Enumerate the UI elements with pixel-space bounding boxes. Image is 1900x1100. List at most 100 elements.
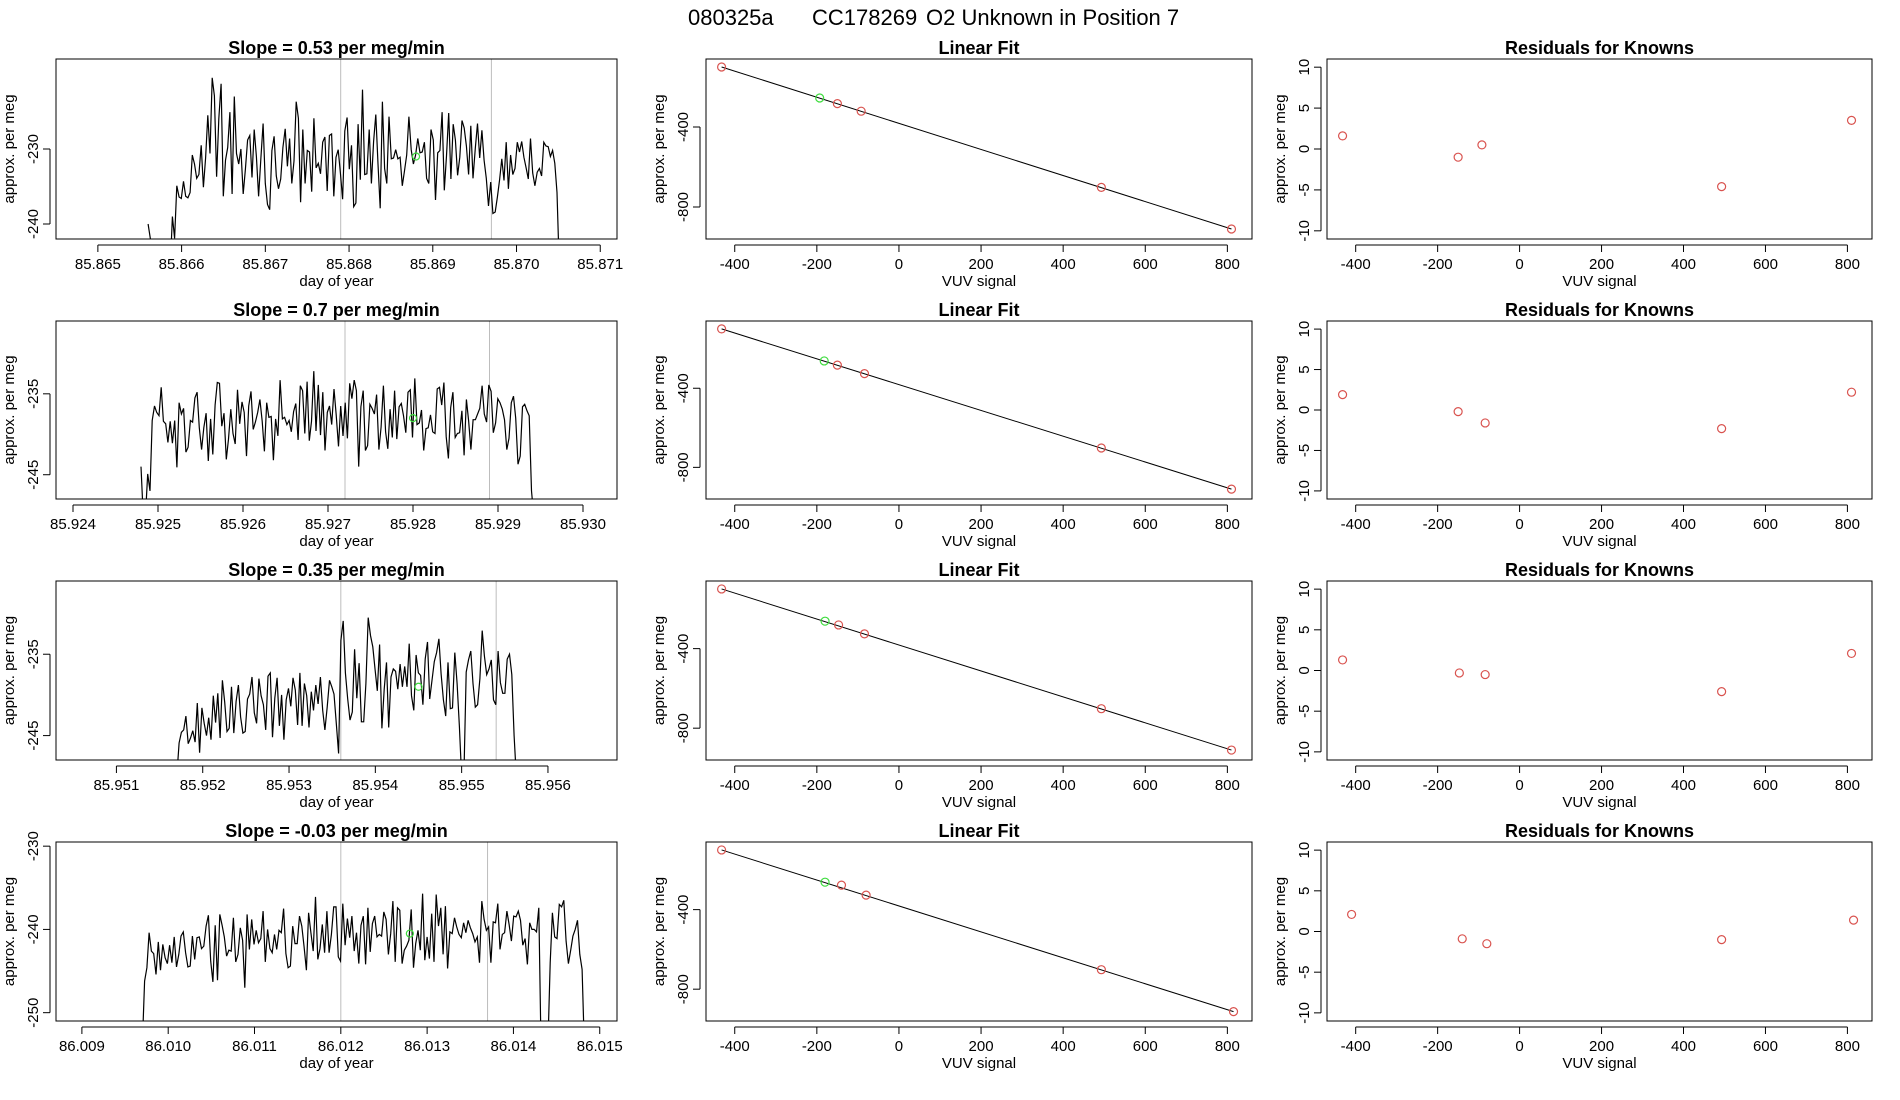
x-tick-label: -200 (1423, 256, 1453, 273)
x-axis-label: day of year (299, 794, 373, 811)
x-tick-label: 400 (1051, 1038, 1076, 1055)
signal-trace (177, 617, 517, 760)
known-point (856, 106, 866, 116)
x-tick-label: 600 (1133, 256, 1158, 273)
y-tick-label: -800 (675, 452, 692, 482)
y-axis-label: approx. per meg (1, 355, 18, 464)
x-tick-label: -400 (1341, 256, 1371, 273)
fit-line (721, 588, 1232, 751)
fit-line (721, 66, 1232, 230)
unknown-point (815, 93, 825, 103)
signal-trace (140, 371, 533, 499)
known-point (861, 890, 871, 900)
residual-point (1717, 424, 1727, 434)
linear-fit-title: Linear Fit (938, 821, 1019, 841)
y-tick-label: -10 (1296, 480, 1313, 502)
x-tick-label: 400 (1671, 516, 1696, 533)
y-tick-label: -245 (25, 721, 42, 751)
plot-frame (705, 580, 1253, 761)
known-point (716, 584, 727, 594)
x-tick-label: -200 (802, 516, 832, 533)
x-axis-label: VUV signal (942, 533, 1016, 550)
known-point (716, 845, 727, 855)
y-tick-label: -400 (675, 373, 692, 403)
x-tick-label: 200 (969, 1038, 994, 1055)
x-tick-label: 600 (1133, 1038, 1158, 1055)
x-tick-label: 600 (1133, 777, 1158, 794)
x-tick-label: -400 (1341, 777, 1371, 794)
known-point (1096, 443, 1106, 453)
y-tick-label: 10 (1296, 842, 1313, 859)
y-tick-label: 0 (1296, 145, 1313, 153)
known-point (1226, 224, 1237, 234)
unknown-marker (405, 929, 414, 938)
x-tick-label: 400 (1671, 777, 1696, 794)
x-tick-label: 85.926 (220, 516, 266, 533)
x-tick-label: 400 (1051, 777, 1076, 794)
x-tick-label: 400 (1051, 516, 1076, 533)
x-tick-label: 85.925 (135, 516, 181, 533)
y-tick-label: 0 (1296, 666, 1313, 674)
linear-fit-panel-row-1: Linear Fit -400 -200 0 200 400 600 800 VUV signa… (651, 38, 1253, 290)
known-point (1096, 965, 1106, 975)
plot-frame (1326, 320, 1873, 500)
x-tick-label: 86.009 (59, 1038, 105, 1055)
y-tick-label: -800 (675, 974, 692, 1004)
x-tick-label: 85.956 (525, 777, 571, 794)
residual-point (1453, 407, 1463, 417)
x-tick-label: 200 (969, 256, 994, 273)
x-tick-label: 800 (1215, 256, 1240, 273)
y-tick-label: 5 (1296, 365, 1313, 373)
known-point (859, 629, 870, 639)
x-tick-label: -400 (720, 256, 750, 273)
y-tick-label: -235 (25, 379, 42, 409)
x-tick-label: -200 (802, 256, 832, 273)
y-tick-label: 0 (1296, 927, 1313, 935)
unknown-marker (408, 413, 418, 423)
plot-frame (55, 841, 618, 1022)
x-tick-label: 85.953 (266, 777, 312, 794)
known-point (716, 62, 727, 72)
plot-frame (705, 320, 1253, 500)
linear-fit-title: Linear Fit (938, 300, 1019, 320)
x-tick-label: 85.871 (577, 256, 623, 273)
y-tick-label: -10 (1296, 1002, 1313, 1024)
known-point (716, 324, 727, 334)
y-tick-label: 5 (1296, 626, 1313, 634)
y-tick-label: -230 (25, 134, 42, 164)
signal-trace (147, 77, 559, 239)
residual-point (1453, 152, 1463, 162)
x-tick-label: 200 (1589, 1038, 1614, 1055)
residual-point (1717, 687, 1727, 697)
residuals-panel-row-2: Residuals for Knowns -400 -200 0 200 400 600 80… (1272, 300, 1873, 550)
x-tick-label: 85.865 (75, 256, 121, 273)
unknown-marker (411, 152, 421, 161)
x-tick-label: -400 (1341, 516, 1371, 533)
residuals-title: Residuals for Knowns (1505, 821, 1694, 841)
y-axis-label: approx. per meg (651, 616, 668, 725)
x-tick-label: -200 (802, 1038, 832, 1055)
x-tick-label: 0 (1515, 516, 1523, 533)
unknown-point (820, 616, 830, 626)
x-tick-label: 85.870 (494, 256, 540, 273)
x-tick-label: 86.010 (145, 1038, 191, 1055)
x-tick-label: 85.868 (326, 256, 372, 273)
x-axis-label: day of year (299, 1055, 373, 1072)
linear-fit-title: Linear Fit (938, 560, 1019, 580)
y-tick-label: -5 (1296, 705, 1313, 718)
main-title-run-id: 080325a (688, 5, 774, 30)
linear-fit-title: Linear Fit (938, 38, 1019, 58)
y-tick-label: -5 (1296, 183, 1313, 196)
residual-point (1846, 648, 1857, 659)
y-axis-label: approx. per meg (1272, 355, 1289, 464)
x-tick-label: 85.927 (305, 516, 351, 533)
x-tick-label: 0 (895, 516, 903, 533)
y-tick-label: -800 (675, 713, 692, 743)
y-tick-label: 5 (1296, 104, 1313, 112)
slope-title: Slope = 0.53 per meg/min (228, 38, 445, 58)
y-tick-label: -240 (25, 209, 42, 239)
x-tick-label: 85.869 (410, 256, 456, 273)
y-tick-label: 10 (1296, 321, 1313, 338)
unknown-marker (414, 682, 423, 691)
